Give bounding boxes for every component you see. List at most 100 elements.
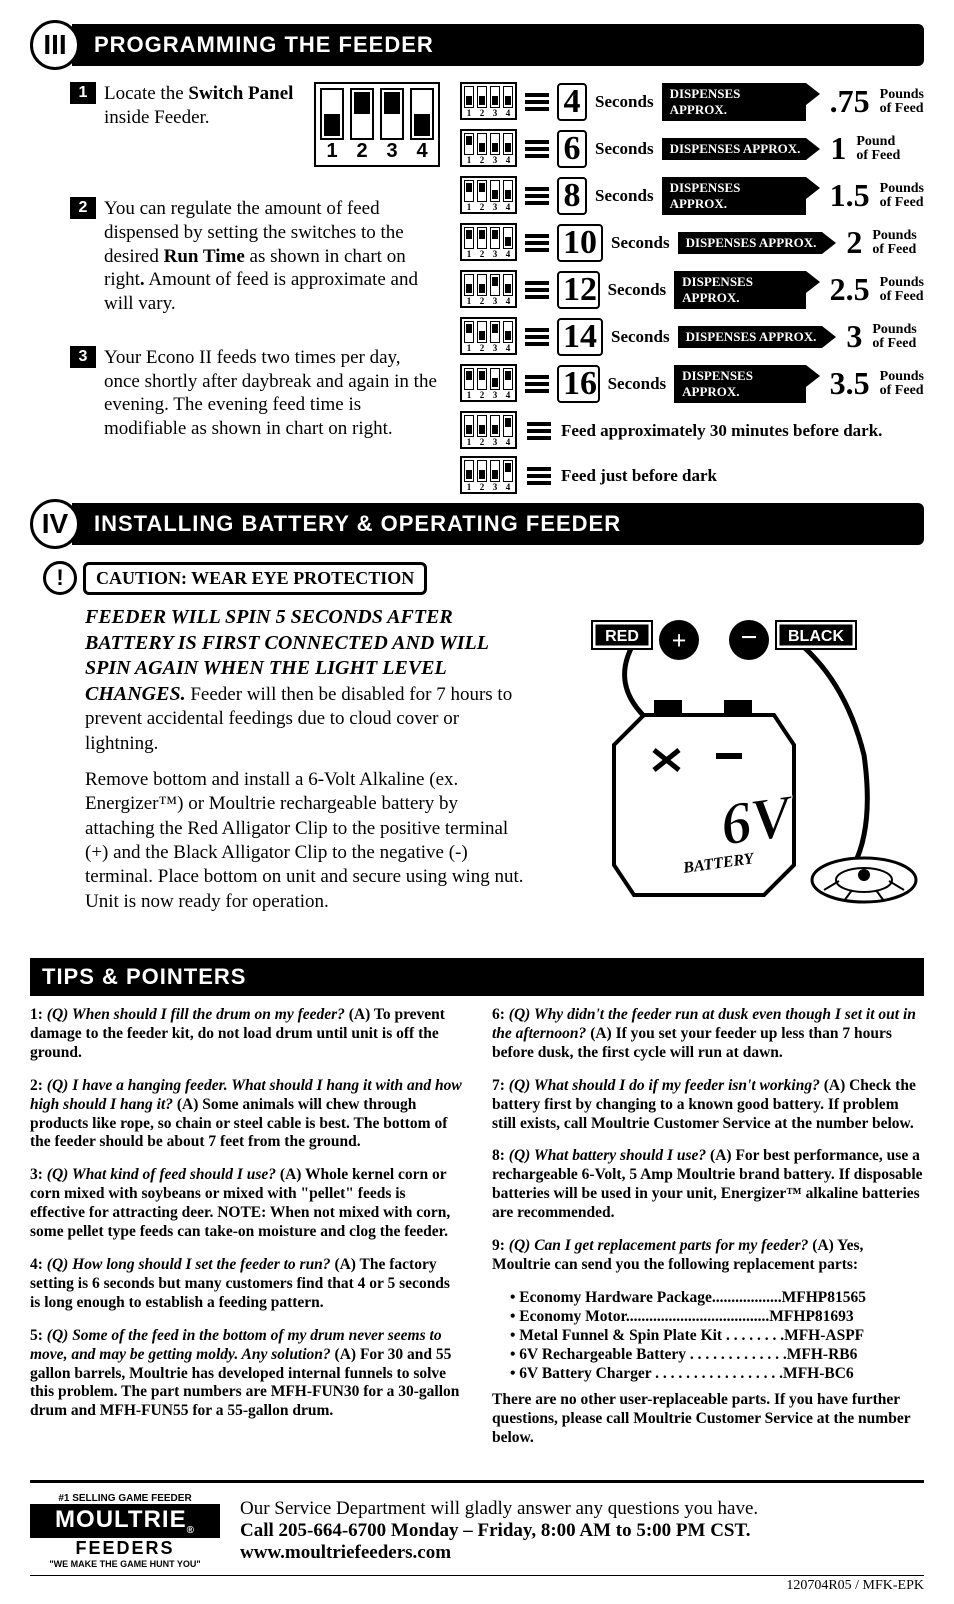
seconds-label: Seconds bbox=[608, 374, 667, 394]
footer-text: Our Service Department will gladly answe… bbox=[240, 1498, 924, 1564]
seconds-label: Seconds bbox=[608, 280, 667, 300]
tips-left-col: 1: (Q) When should I fill the drum on my… bbox=[30, 1006, 462, 1462]
seconds-value: 6 bbox=[557, 130, 587, 168]
amount-unit: Poundsof Feed bbox=[880, 182, 924, 210]
step-2: 2 You can regulate the amount of feed di… bbox=[70, 197, 440, 316]
dip-lbl-3: 3 bbox=[380, 140, 404, 163]
seconds-value: 16 bbox=[557, 365, 600, 403]
minus-icon: − bbox=[740, 621, 757, 654]
logo-brand: MOULTRIE bbox=[55, 1506, 187, 1533]
equals-icon bbox=[527, 467, 551, 485]
feed-note-text: Feed just before dark bbox=[561, 466, 717, 486]
amount-unit: Poundsof Feed bbox=[880, 370, 924, 398]
caution-badge: CAUTION: WEAR EYE PROTECTION bbox=[83, 562, 427, 595]
tips-columns: 1: (Q) When should I fill the drum on my… bbox=[30, 1006, 924, 1462]
section-4-text: FEEDER WILL SPIN 5 SECONDS AFTER BATTERY… bbox=[85, 605, 524, 950]
equals-icon bbox=[525, 328, 549, 346]
seconds-value: 12 bbox=[557, 271, 600, 309]
footer-line2: Call 205-664-6700 Monday – Friday, 8:00 … bbox=[240, 1520, 924, 1542]
step1-c: inside Feeder. bbox=[104, 107, 210, 128]
step-1: 1 Locate the Switch Panel inside Feeder.… bbox=[70, 82, 440, 167]
dip-switch-small: 1234 bbox=[460, 223, 517, 262]
tip-item: 3: (Q) What kind of feed should I use? (… bbox=[30, 1166, 462, 1242]
amount-unit: Poundsof Feed bbox=[872, 323, 916, 351]
runtime-chart: 1234 4 Seconds DISPENSES APPROX. .75 Pou… bbox=[460, 82, 924, 495]
amount-unit: Poundsof Feed bbox=[880, 88, 924, 116]
part-item: • 6V Battery Charger . . . . . . . . . .… bbox=[510, 1365, 924, 1384]
tip-item: 8: (Q) What battery should I use? (A) Fo… bbox=[492, 1147, 924, 1223]
reg-mark: ® bbox=[187, 1525, 195, 1536]
equals-icon bbox=[525, 187, 549, 205]
sec4-para2: Remove bottom and install a 6-Volt Alkal… bbox=[85, 768, 524, 914]
step2-bold: Run Time bbox=[164, 246, 245, 267]
dispense-badge: DISPENSES APPROX. bbox=[678, 232, 823, 254]
dispense-badge: DISPENSES APPROX. bbox=[662, 177, 806, 215]
feed-note-text: Feed approximately 30 minutes before dar… bbox=[561, 421, 882, 441]
dispense-badge: DISPENSES APPROX. bbox=[662, 83, 806, 121]
footer: #1 SELLING GAME FEEDER MOULTRIE® FEEDERS… bbox=[30, 1480, 924, 1569]
dip-lbl-1: 1 bbox=[320, 140, 344, 163]
step-2-num: 2 bbox=[70, 197, 96, 219]
black-label: BLACK bbox=[788, 628, 844, 645]
dip-switch-large: 1 2 3 4 bbox=[314, 82, 440, 167]
chart-row: 1234 8 Seconds DISPENSES APPROX. 1.5 Pou… bbox=[460, 176, 924, 215]
dispense-badge: DISPENSES APPROX. bbox=[674, 365, 806, 403]
dispense-badge: DISPENSES APPROX. bbox=[678, 326, 823, 348]
dip-switch-small: 1234 bbox=[460, 317, 517, 356]
section-4-roman: IV bbox=[30, 499, 80, 549]
tips-header: TIPS & POINTERS bbox=[30, 958, 924, 996]
seconds-label: Seconds bbox=[595, 186, 654, 206]
parts-footer: There are no other user-replaceable part… bbox=[492, 1391, 924, 1448]
section-4-title: INSTALLING BATTERY & OPERATING FEEDER bbox=[72, 503, 924, 545]
document-number: 120704R05 / MFK-EPK bbox=[30, 1575, 924, 1594]
logo-arc1: #1 SELLING GAME FEEDER bbox=[30, 1493, 220, 1504]
step-1-num: 1 bbox=[70, 82, 96, 104]
tip-item: 5: (Q) Some of the feed in the bottom of… bbox=[30, 1327, 462, 1422]
section-3-left: 1 Locate the Switch Panel inside Feeder.… bbox=[70, 82, 440, 495]
amount-value: 3 bbox=[846, 318, 862, 355]
amount-value: 1 bbox=[830, 130, 846, 167]
red-label: RED bbox=[605, 628, 639, 645]
feed-note-row: 1234 Feed just before dark bbox=[460, 456, 924, 495]
logo-brand2: FEEDERS bbox=[30, 1538, 220, 1559]
chart-row: 1234 4 Seconds DISPENSES APPROX. .75 Pou… bbox=[460, 82, 924, 121]
dip-switch-small: 1234 bbox=[460, 82, 517, 121]
amount-value: .75 bbox=[830, 83, 870, 120]
seconds-label: Seconds bbox=[595, 92, 654, 112]
equals-icon bbox=[525, 140, 549, 158]
dip-switch-small: 1234 bbox=[460, 411, 517, 450]
amount-unit: Poundsof Feed bbox=[880, 276, 924, 304]
amount-value: 1.5 bbox=[830, 177, 870, 214]
dip-switch-small: 1234 bbox=[460, 270, 517, 309]
section-3-body: 1 Locate the Switch Panel inside Feeder.… bbox=[30, 82, 924, 495]
dip-lbl-2: 2 bbox=[350, 140, 374, 163]
section-3-header: III PROGRAMMING THE FEEDER bbox=[30, 20, 924, 70]
caution-row: ! CAUTION: WEAR EYE PROTECTION bbox=[43, 561, 924, 595]
logo-arc2: "WE MAKE THE GAME HUNT YOU" bbox=[30, 1559, 220, 1569]
step-2-text: You can regulate the amount of feed disp… bbox=[104, 197, 440, 316]
part-item: • Metal Funnel & Spin Plate Kit . . . . … bbox=[510, 1327, 924, 1346]
seconds-label: Seconds bbox=[595, 139, 654, 159]
dip-switch-small: 1234 bbox=[460, 456, 517, 495]
dip-switch-small: 1234 bbox=[460, 129, 517, 168]
warning-icon: ! bbox=[43, 561, 77, 595]
seconds-value: 4 bbox=[557, 83, 587, 121]
tip-item: 4: (Q) How long should I set the feeder … bbox=[30, 1256, 462, 1313]
equals-icon bbox=[527, 422, 551, 440]
seconds-value: 14 bbox=[557, 318, 603, 356]
amount-value: 2 bbox=[846, 224, 862, 261]
step-3-num: 3 bbox=[70, 346, 96, 368]
chart-row: 1234 12 Seconds DISPENSES APPROX. 2.5 Po… bbox=[460, 270, 924, 309]
tip-item: 2: (Q) I have a hanging feeder. What sho… bbox=[30, 1077, 462, 1153]
equals-icon bbox=[525, 375, 549, 393]
equals-icon bbox=[525, 234, 549, 252]
parts-list: • Economy Hardware Package..............… bbox=[492, 1289, 924, 1384]
step-3: 3 Your Econo II feeds two times per day,… bbox=[70, 346, 440, 441]
amount-unit: Poundof Feed bbox=[856, 135, 900, 163]
part-item: • 6V Rechargeable Battery . . . . . . . … bbox=[510, 1346, 924, 1365]
amount-value: 2.5 bbox=[830, 271, 870, 308]
step1-b: Switch Panel bbox=[188, 83, 293, 104]
chart-row: 1234 10 Seconds DISPENSES APPROX. 2 Poun… bbox=[460, 223, 924, 262]
chart-row: 1234 6 Seconds DISPENSES APPROX. 1 Pound… bbox=[460, 129, 924, 168]
dip-lbl-4: 4 bbox=[410, 140, 434, 163]
